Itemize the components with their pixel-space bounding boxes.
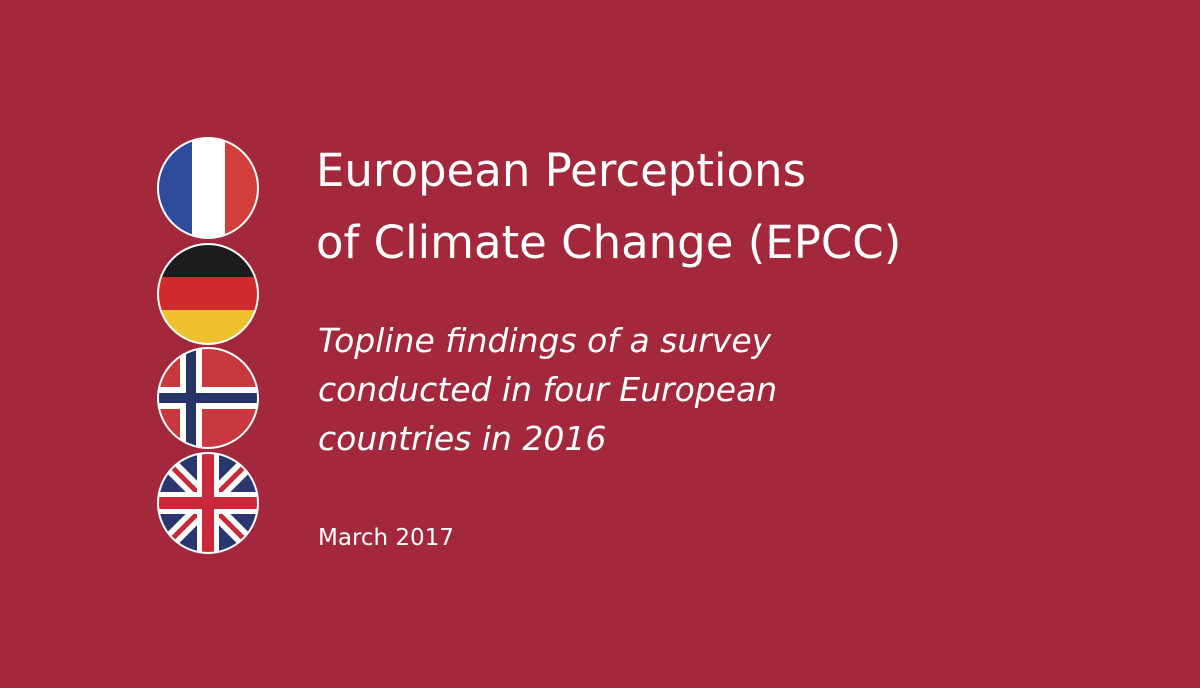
flag-border	[157, 137, 259, 239]
subtitle-line: conducted in four European	[318, 370, 777, 409]
title-line: of Climate Change (EPCC)	[316, 216, 901, 269]
flag-border	[157, 243, 259, 345]
subtitle-line: countries in 2016	[318, 419, 606, 458]
flag-norway	[158, 348, 258, 448]
flag-border	[157, 347, 259, 449]
title-line: European Perceptions	[316, 144, 806, 197]
date: March 2017	[318, 525, 454, 551]
flag-uk	[158, 453, 258, 553]
subtitle-line: Topline findings of a survey	[318, 321, 772, 360]
flag-border	[157, 452, 259, 554]
